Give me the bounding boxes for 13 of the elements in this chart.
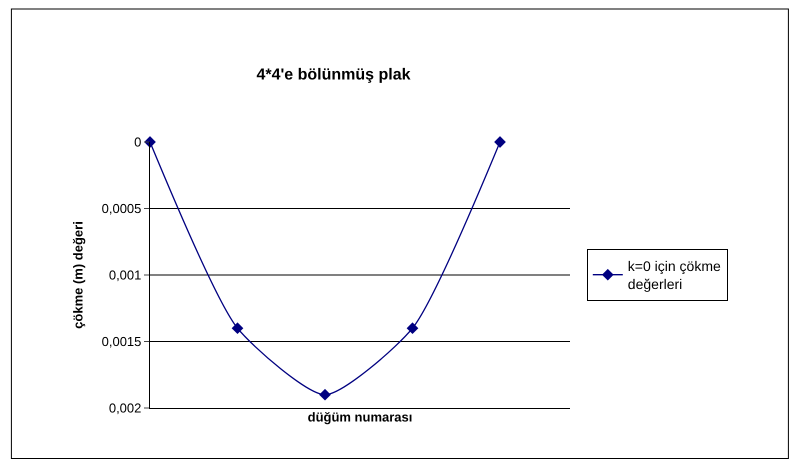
- point: [319, 388, 331, 401]
- y-tick-label: 0,002: [108, 400, 142, 416]
- y-tick-label: 0,0015: [102, 334, 142, 350]
- y-tick-label: 0: [134, 134, 142, 150]
- y-axis-title: çökme (m) değeri: [70, 221, 86, 329]
- x-axis-title: düğüm numarası: [308, 410, 412, 425]
- y-tick-label: 0,0005: [102, 201, 142, 216]
- y-tick-label: 0,001: [108, 268, 142, 283]
- point: [232, 322, 244, 334]
- legend-label: k=0 için çökme değerleri: [628, 258, 721, 292]
- chart-title: 4*4'e bölünmüş plak: [256, 66, 411, 84]
- point: [406, 322, 418, 334]
- point: [494, 136, 506, 148]
